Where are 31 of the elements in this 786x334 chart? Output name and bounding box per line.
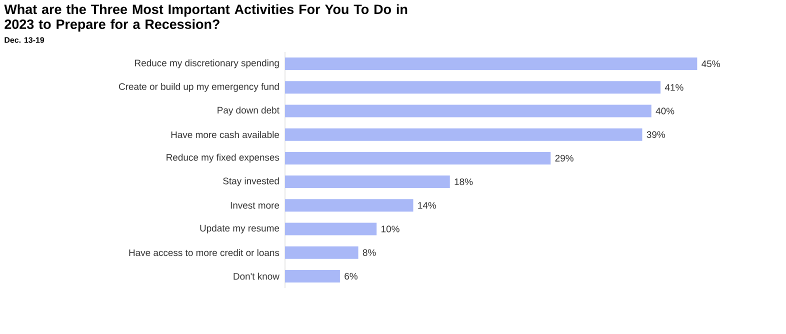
data-label: 29% [555,154,574,162]
bar [285,176,450,188]
data-label: 41% [664,84,684,91]
bar [285,199,414,212]
bar [285,104,652,118]
data-label: 14% [418,202,436,209]
y-tick-label: Reduce my fixed expenses [166,154,280,163]
bar [285,152,551,164]
bar [285,222,377,236]
data-label: 40% [656,108,674,114]
y-tick-label: Don't know [234,272,280,280]
data-label: 18% [454,178,473,186]
data-label: 10% [382,226,400,232]
bar [285,246,358,259]
data-label: 39% [646,131,666,138]
y-tick-label: Have more cash available [171,131,280,138]
data-label: 45% [702,60,720,68]
y-tick-label: Create or build up my emergency fund [118,82,279,92]
data-label: 6% [344,272,358,280]
bar [285,128,642,141]
bar [285,58,698,70]
y-tick-label: Have access to more credit or loans [129,249,280,256]
chart-title: What are the Three Most Important Activities For You To Do in 2023 to Prepare for a Recession? [4,4,408,32]
y-tick-label: Stay invested [223,177,279,186]
bar [285,81,661,94]
bar [285,270,340,282]
y-tick-label: Reduce my discretionary spending [135,59,279,68]
data-label: 8% [362,249,376,256]
y-tick-label: Invest more [230,202,280,209]
y-tick-label: Pay down debt [218,106,280,116]
y-tick-label: Update my resume [200,224,280,234]
